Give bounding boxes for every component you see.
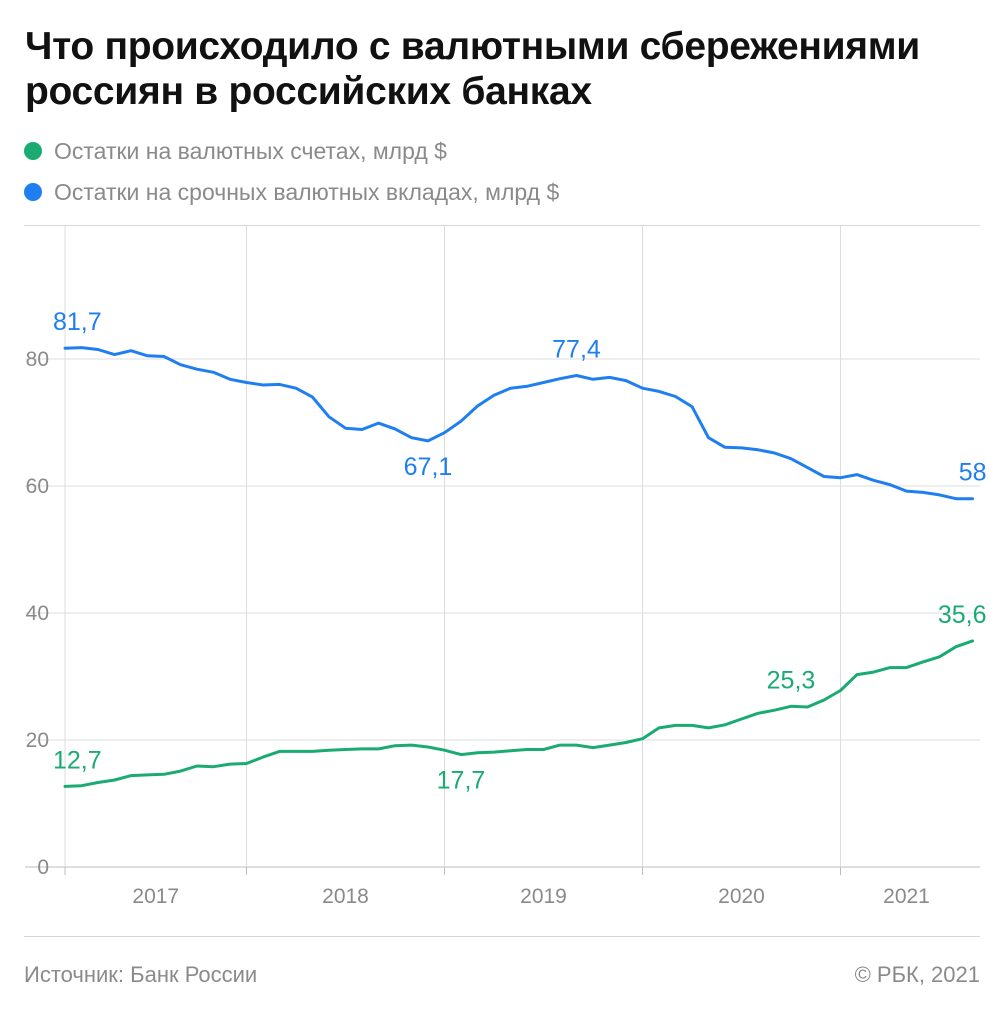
y-tick-label-60: 60 xyxy=(26,475,49,498)
source-note: Источник: Банк России xyxy=(24,962,258,987)
x-tick-label-2020: 2020 xyxy=(718,885,765,908)
legend-label-accounts: Остатки на валютных счетах, млрд $ xyxy=(54,137,447,164)
legend-dot-accounts xyxy=(24,142,42,160)
legend-item-deposits: Остатки на срочных валютных вкладах, млр… xyxy=(24,177,559,207)
data-label-0-55: 35,6 xyxy=(938,601,987,629)
copyright-note: © РБК, 2021 xyxy=(854,962,980,987)
series-line-0 xyxy=(63,639,974,788)
vertical-gridlines xyxy=(64,225,841,875)
data-label-0-0: 12,7 xyxy=(53,746,102,774)
chart-title: Что происходило с валютными сбережениями… xyxy=(25,25,920,113)
series-line-1 xyxy=(63,346,974,501)
bottom-rule xyxy=(24,936,980,937)
data-label-1-22: 67,1 xyxy=(404,453,453,481)
y-axis-tick-labels: 0 20 40 60 80 xyxy=(26,348,49,879)
y-tick-label-20: 20 xyxy=(26,729,49,752)
legend-dot-deposits xyxy=(24,183,42,201)
data-label-0-44: 25,3 xyxy=(767,666,816,694)
legend-item-accounts: Остатки на валютных счетах, млрд $ xyxy=(24,136,447,166)
x-tick-label-2019: 2019 xyxy=(520,885,567,908)
top-rule xyxy=(24,225,980,226)
x-tick-label-2017: 2017 xyxy=(132,885,179,908)
horizontal-gridlines xyxy=(25,358,980,868)
y-tick-label-0: 0 xyxy=(37,856,49,879)
data-label-1-0: 81,7 xyxy=(53,308,102,336)
x-axis-year-labels: 2017 2018 2019 2020 2021 xyxy=(132,885,929,908)
line-chart: 0 20 40 60 80 2017 2018 2019 2020 2021 12,7 17,7 2… xyxy=(25,225,987,908)
series-lines xyxy=(63,346,974,788)
data-labels: 12,7 17,7 25,3 35,6 81,7 67,1 77,4 58 xyxy=(53,308,987,794)
data-label-1-55: 58 xyxy=(959,459,987,487)
y-tick-label-80: 80 xyxy=(26,348,49,371)
data-label-1-31: 77,4 xyxy=(552,336,601,364)
x-tick-label-2021: 2021 xyxy=(883,885,930,908)
y-tick-label-40: 40 xyxy=(26,602,49,625)
data-label-0-24: 17,7 xyxy=(437,767,486,795)
x-tick-label-2018: 2018 xyxy=(322,885,369,908)
legend-label-deposits: Остатки на срочных валютных вкладах, млр… xyxy=(54,178,560,205)
